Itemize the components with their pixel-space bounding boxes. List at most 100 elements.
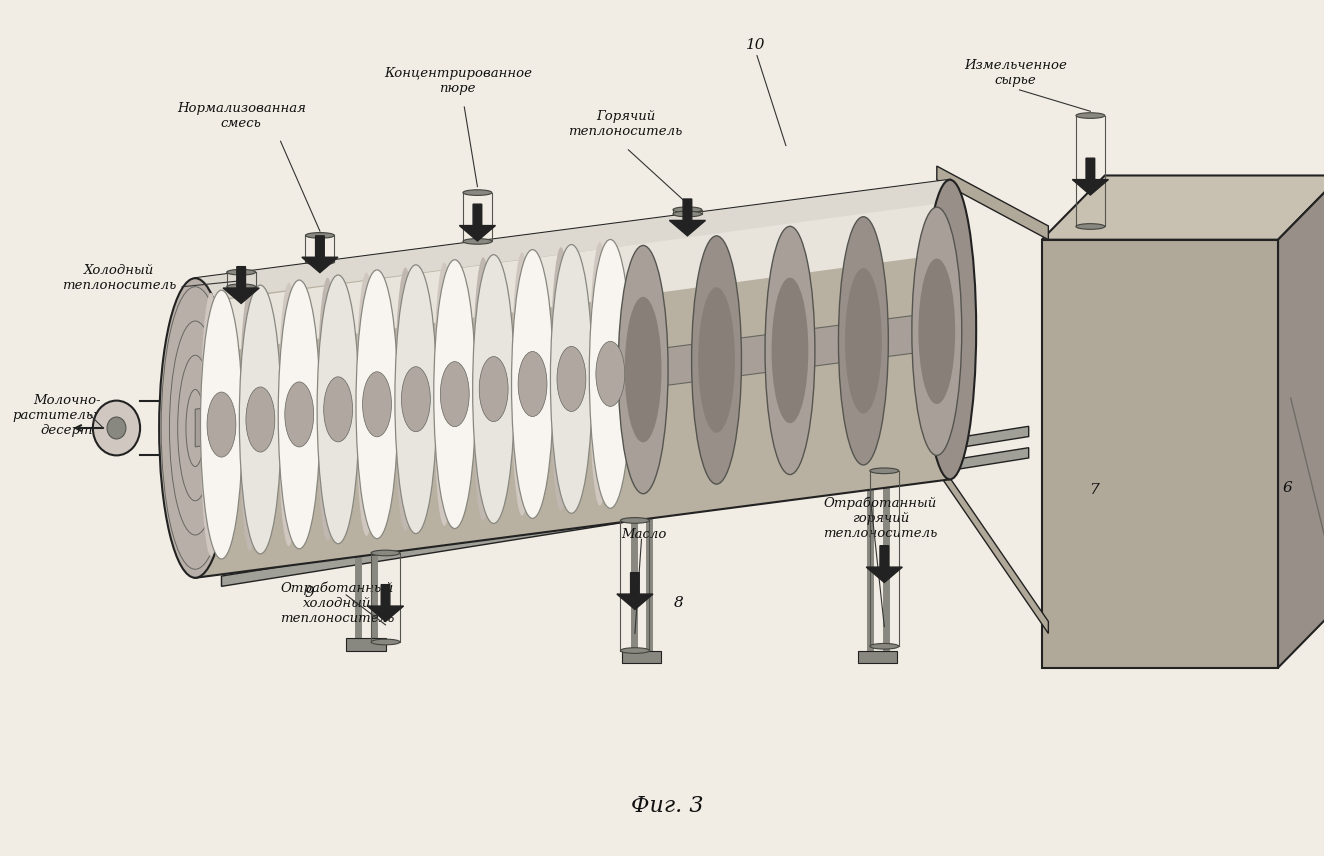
Ellipse shape (363, 372, 392, 437)
Ellipse shape (356, 272, 377, 536)
Ellipse shape (919, 259, 955, 404)
Polygon shape (937, 166, 1049, 240)
Text: Нормализованная
смесь: Нормализованная смесь (176, 102, 306, 129)
Ellipse shape (306, 259, 335, 265)
Ellipse shape (434, 259, 475, 528)
Ellipse shape (441, 361, 469, 426)
Ellipse shape (107, 417, 126, 439)
Text: 10: 10 (745, 38, 765, 51)
Ellipse shape (621, 518, 649, 523)
Ellipse shape (912, 207, 961, 455)
Ellipse shape (1076, 223, 1104, 229)
Ellipse shape (395, 265, 437, 533)
FancyArrow shape (617, 573, 653, 609)
Ellipse shape (765, 226, 814, 474)
Polygon shape (221, 426, 1029, 565)
Text: Масло: Масло (621, 528, 667, 542)
Ellipse shape (511, 250, 553, 519)
Polygon shape (195, 180, 949, 578)
Ellipse shape (924, 180, 976, 479)
Ellipse shape (200, 293, 221, 556)
Text: Фиг. 3: Фиг. 3 (632, 795, 704, 817)
Text: 9: 9 (305, 586, 314, 600)
Polygon shape (195, 311, 949, 447)
Polygon shape (1042, 240, 1278, 668)
Ellipse shape (306, 233, 335, 238)
Ellipse shape (323, 377, 352, 442)
Ellipse shape (278, 282, 299, 546)
Ellipse shape (673, 207, 702, 212)
Ellipse shape (551, 245, 592, 514)
Ellipse shape (511, 253, 532, 515)
Ellipse shape (621, 648, 649, 653)
Polygon shape (858, 651, 898, 663)
Text: Концентрированное
пюре: Концентрированное пюре (384, 68, 532, 95)
Ellipse shape (240, 288, 261, 551)
Ellipse shape (473, 255, 515, 524)
Ellipse shape (870, 644, 899, 649)
FancyArrow shape (866, 546, 903, 582)
Ellipse shape (434, 263, 454, 526)
Text: Измельченное
сырье: Измельченное сырье (964, 59, 1067, 86)
Ellipse shape (673, 211, 702, 217)
Ellipse shape (463, 190, 491, 195)
FancyArrow shape (368, 585, 404, 621)
Text: Холодный
теплоноситель: Холодный теплоноситель (62, 265, 176, 292)
Ellipse shape (479, 357, 508, 422)
Text: 6: 6 (1283, 481, 1292, 495)
Ellipse shape (318, 275, 359, 544)
Ellipse shape (226, 284, 256, 289)
Ellipse shape (838, 217, 888, 465)
Ellipse shape (691, 236, 741, 484)
Ellipse shape (285, 382, 314, 447)
Text: Отработанный
горячий
теплоноситель: Отработанный горячий теплоноситель (824, 496, 937, 539)
FancyArrow shape (302, 236, 338, 272)
Ellipse shape (159, 278, 232, 578)
Polygon shape (195, 180, 949, 302)
Ellipse shape (618, 246, 669, 494)
Ellipse shape (240, 285, 282, 554)
Polygon shape (1042, 175, 1324, 240)
Ellipse shape (557, 347, 585, 412)
Ellipse shape (246, 387, 275, 452)
Ellipse shape (596, 342, 625, 407)
Ellipse shape (278, 280, 320, 549)
Ellipse shape (473, 258, 494, 520)
Ellipse shape (226, 270, 256, 275)
Ellipse shape (870, 468, 899, 473)
Ellipse shape (463, 239, 491, 244)
Ellipse shape (395, 268, 416, 531)
Polygon shape (221, 448, 1029, 586)
Polygon shape (622, 651, 661, 663)
Text: 7: 7 (1090, 483, 1099, 496)
FancyArrow shape (224, 267, 260, 304)
Ellipse shape (551, 247, 572, 511)
Ellipse shape (371, 639, 400, 645)
Ellipse shape (93, 401, 140, 455)
FancyArrow shape (1072, 158, 1108, 195)
FancyArrow shape (459, 205, 495, 241)
Ellipse shape (772, 277, 809, 423)
Ellipse shape (589, 242, 610, 506)
Ellipse shape (371, 550, 400, 556)
Ellipse shape (625, 297, 662, 443)
Ellipse shape (518, 352, 547, 417)
Text: Отработанный
холодный
теплоноситель: Отработанный холодный теплоноситель (279, 582, 395, 625)
FancyArrow shape (670, 199, 706, 236)
Text: Молочно-
растительный
десерт: Молочно- растительный десерт (12, 394, 122, 437)
Ellipse shape (845, 268, 882, 413)
Text: Горячий
теплоноситель: Горячий теплоноситель (568, 110, 683, 138)
Polygon shape (1278, 175, 1324, 668)
Polygon shape (346, 638, 385, 651)
Text: 8: 8 (674, 597, 683, 610)
Ellipse shape (207, 392, 236, 457)
Ellipse shape (698, 288, 735, 433)
Polygon shape (208, 204, 937, 354)
Ellipse shape (589, 240, 632, 508)
Ellipse shape (200, 290, 242, 559)
Ellipse shape (318, 277, 338, 541)
Ellipse shape (356, 270, 399, 538)
Ellipse shape (401, 366, 430, 431)
Ellipse shape (1076, 113, 1104, 118)
Polygon shape (937, 459, 1049, 633)
